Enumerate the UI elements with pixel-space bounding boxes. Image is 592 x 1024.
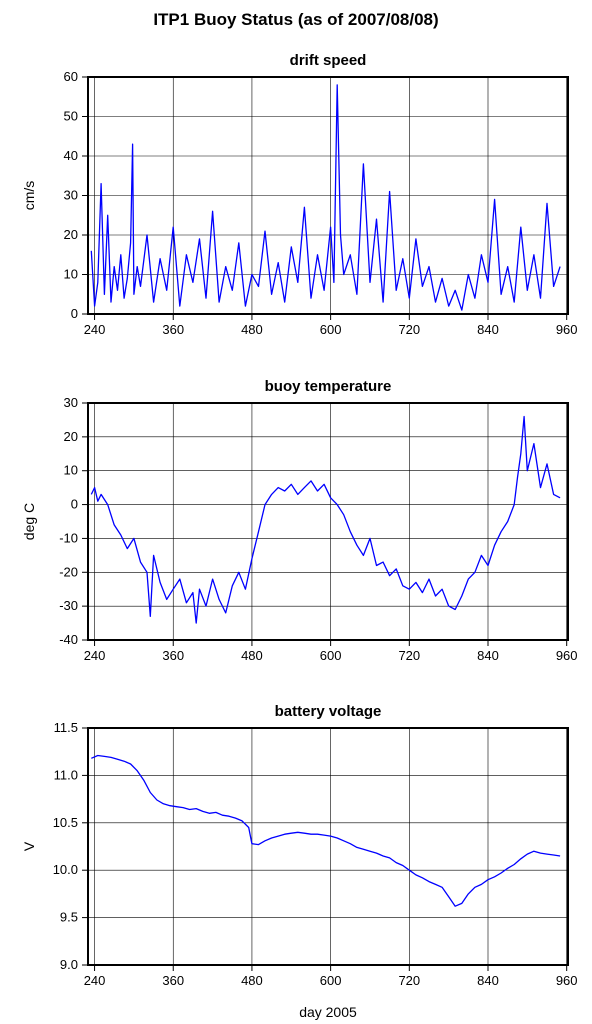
- x-tick-label: 480: [241, 322, 263, 337]
- series-line: [91, 754, 561, 907]
- y-tick-label: 0: [71, 306, 78, 321]
- y-tick-label: 11.5: [54, 720, 78, 735]
- x-tick-label: 600: [320, 648, 342, 663]
- y-tick-label: -10: [59, 530, 78, 545]
- plot-frame: [87, 402, 569, 641]
- y-tick-label: -30: [59, 598, 78, 613]
- x-tick-label: 840: [477, 973, 499, 988]
- y-tick-label: 10.0: [53, 862, 78, 877]
- x-tick-label: 720: [398, 322, 420, 337]
- x-tick-label: 480: [241, 648, 263, 663]
- x-tick-label: 360: [162, 648, 184, 663]
- x-tick-label: 960: [556, 322, 578, 337]
- x-tick-label: 240: [84, 322, 106, 337]
- y-tick-label: 20: [64, 227, 78, 242]
- panel-title: drift speed: [290, 52, 367, 69]
- y-tick-label: -40: [59, 632, 78, 647]
- y-axis-label: V: [21, 841, 37, 851]
- panel-1: 240 360 480 600 720 840 960 0 10 20 30 40 50 60 drift …: [21, 52, 578, 337]
- x-tick-label: 840: [477, 648, 499, 663]
- y-tick-label: 9.5: [60, 910, 78, 925]
- x-tick-label: 600: [320, 322, 342, 337]
- y-tick-label: 20: [64, 429, 78, 444]
- figure-title: ITP1 Buoy Status (as of 2007/08/08): [153, 10, 439, 29]
- x-tick-label: 720: [398, 648, 420, 663]
- y-tick-label: 10.5: [53, 815, 78, 830]
- x-axis-label: day 2005: [299, 1004, 357, 1020]
- x-tick-label: 480: [241, 973, 263, 988]
- x-tick-label: 360: [162, 322, 184, 337]
- x-tick-label: 600: [320, 973, 342, 988]
- x-tick-label: 840: [477, 322, 499, 337]
- y-tick-label: 50: [64, 109, 78, 124]
- y-tick-label: 10: [64, 463, 78, 478]
- y-tick-label: 0: [71, 497, 78, 512]
- plot-frame: [87, 727, 569, 966]
- y-axis-label: cm/s: [21, 181, 37, 211]
- series-line: [90, 84, 561, 311]
- y-tick-label: -20: [59, 564, 78, 579]
- y-tick-label: 40: [64, 148, 78, 163]
- panel-2: 240 360 480 600 720 840 960 -40 -30 -20 -10 0 10 20 30…: [21, 378, 578, 663]
- x-tick-label: 720: [398, 973, 420, 988]
- x-tick-label: 960: [556, 648, 578, 663]
- panel-3: 240 360 480 600 720 840 960 9.0 9.5 10.0 10.5 11.0 1…: [21, 703, 578, 988]
- y-tick-label: 30: [64, 395, 78, 410]
- panel-title: buoy temperature: [265, 378, 392, 395]
- y-axis-label: deg C: [21, 503, 37, 540]
- x-tick-label: 240: [84, 973, 106, 988]
- x-tick-label: 240: [84, 648, 106, 663]
- y-tick-label: 9.0: [60, 957, 78, 972]
- y-tick-label: 30: [64, 188, 78, 203]
- panel-title: battery voltage: [275, 703, 382, 720]
- x-tick-label: 960: [556, 973, 578, 988]
- y-tick-label: 60: [64, 69, 78, 84]
- y-tick-label: 11.0: [54, 767, 78, 782]
- series-line: [90, 415, 561, 624]
- x-tick-label: 360: [162, 973, 184, 988]
- y-tick-label: 10: [64, 267, 78, 282]
